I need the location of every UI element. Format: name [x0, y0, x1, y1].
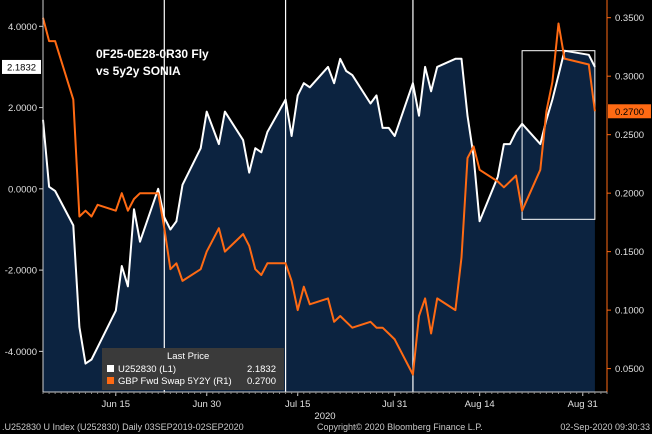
right-axis-tick-label: 0.1500 [615, 247, 644, 258]
axes: 4.0000 2.0000 0.0000 -2.0000 -4.0000 0.3500 0.… [2, 0, 651, 422]
legend-swatch-u252830 [107, 365, 114, 372]
right-axis-tick-label: 0.3000 [615, 72, 644, 83]
legend-label-u252830: U252830 (L1) [118, 364, 176, 375]
bottom-axis-tick-label: Jun 30 [192, 399, 221, 410]
footer-source: .U252830 U Index (U252830) Daily 03SEP20… [2, 422, 244, 432]
chart-title-line-2: vs 5y2y SONIA [96, 64, 181, 78]
right-axis-tick-label: 0.3500 [615, 13, 644, 24]
left-axis-tick-label: 0.0000 [8, 184, 37, 195]
chart-title: 0F25-0E28-0R30 Fly vs 5y2y SONIA [96, 47, 209, 78]
legend-swatch-gbp-swap [107, 377, 114, 384]
legend-header: Last Price [167, 351, 209, 362]
right-axis-tick-label: 0.0500 [615, 364, 644, 375]
legend-box [102, 348, 284, 390]
legend-label-gbp-swap: GBP Fwd Swap 5Y2Y (R1) [118, 376, 232, 387]
right-axis-tick-label: 0.2000 [615, 189, 644, 200]
left-axis-tick-label: -4.0000 [5, 347, 37, 358]
bottom-axis-tick-label: Jul 31 [382, 399, 407, 410]
bottom-axis-tick-label: Jul 15 [285, 399, 310, 410]
series-area-u252830 [43, 50, 595, 392]
last-value-label-left: 2.1832 [7, 62, 36, 73]
legend-value-u252830: 2.1832 [247, 364, 276, 375]
last-value-label-right: 0.2700 [615, 107, 644, 118]
footer: .U252830 U Index (U252830) Daily 03SEP20… [2, 422, 650, 432]
plot-area [42, 0, 596, 392]
right-axis-tick-label: 0.2500 [615, 130, 644, 141]
footer-copyright: Copyright© 2020 Bloomberg Finance L.P. [317, 422, 483, 432]
chart-title-line-1: 0F25-0E28-0R30 Fly [96, 47, 209, 61]
left-axis-tick-label: 4.0000 [8, 22, 37, 33]
right-axis-tick-label: 0.1000 [615, 306, 644, 317]
bottom-axis-year-label: 2020 [314, 411, 335, 422]
series-line-gbp-swap [42, 17, 596, 376]
left-axis-tick-label: -2.0000 [5, 266, 37, 277]
left-axis-tick-label: 2.0000 [8, 103, 37, 114]
bottom-axis-tick-label: Aug 14 [465, 399, 495, 410]
footer-timestamp: 02-Sep-2020 09:30:33 [560, 422, 650, 432]
last-value-tag-left [2, 59, 41, 74]
legend: Last Price U252830 (L1) 2.1832 GBP Fwd S… [102, 348, 284, 390]
bottom-axis-tick-label: Aug 31 [568, 399, 598, 410]
series-line-u252830 [42, 49, 596, 365]
last-value-tag-right [608, 104, 651, 119]
legend-value-gbp-swap: 0.2700 [247, 376, 276, 387]
highlight-box [521, 50, 596, 220]
bottom-axis-tick-label: Jun 15 [102, 399, 131, 410]
